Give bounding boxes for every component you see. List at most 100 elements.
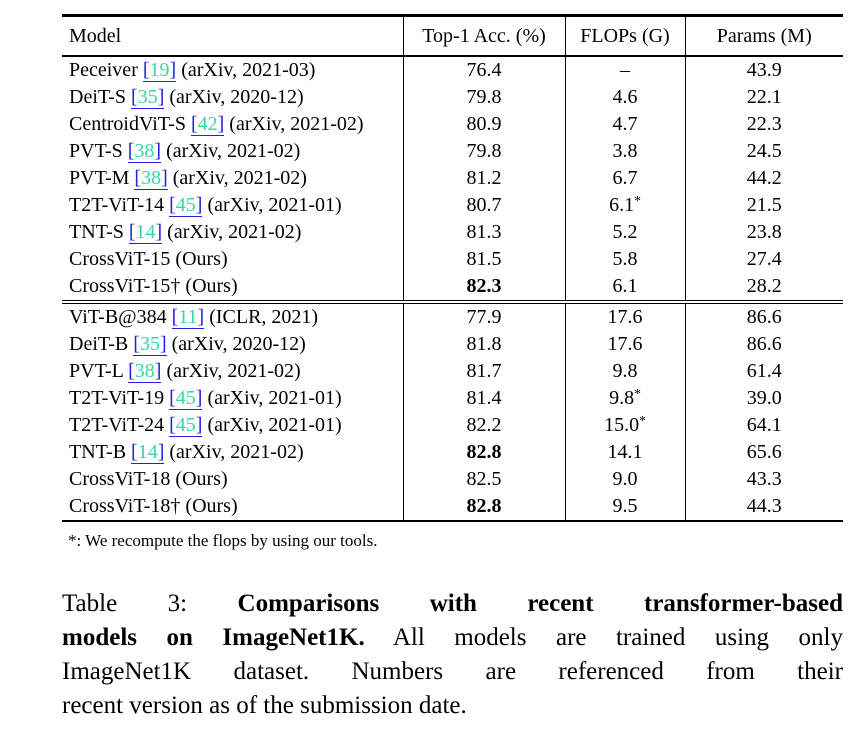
citation-link[interactable]: [45] (169, 387, 203, 410)
params-cell: 28.2 (684, 273, 843, 302)
recomputed-flops-asterisk: * (639, 413, 646, 428)
caption-bold-text: models on ImageNet1K. (62, 624, 365, 651)
citation-link[interactable]: [38] (134, 167, 168, 190)
flops-cell: 5.2 (564, 219, 685, 246)
caption-line: recent version as of the submission date… (62, 689, 843, 723)
table-row: CrossViT-15 (Ours) 81.5 5.8 27.4 (62, 246, 843, 273)
citation-open-bracket: [ (190, 113, 198, 135)
citation-open-bracket: [ (142, 59, 150, 81)
citation-link[interactable]: [14] (131, 441, 165, 464)
table-caption: Table 3: Comparisons with recent transfo… (62, 587, 843, 723)
column-header-model: Model (62, 15, 403, 57)
citation-close-bracket: ] (217, 113, 225, 135)
citation-link[interactable]: [11] (171, 306, 205, 329)
flops-cell: – (564, 56, 685, 84)
citation-close-bracket: ] (169, 59, 177, 81)
table-row: ViT-B@384 [11] (ICLR, 2021) 77.9 17.6 86.6 (62, 302, 843, 331)
params-cell: 24.5 (684, 138, 843, 165)
params-cell: 44.3 (684, 493, 843, 521)
citation-close-bracket: ] (157, 86, 165, 108)
flops-cell: 9.0 (564, 466, 685, 493)
citation-number: 11 (178, 306, 198, 328)
caption-text: All models are trained using only (364, 624, 843, 651)
caption-text: recent version as of the submission date… (62, 692, 467, 719)
citation-link[interactable]: [45] (169, 414, 203, 437)
citation-number: 38 (134, 360, 155, 382)
flops-cell: 4.6 (564, 84, 685, 111)
citation-link[interactable]: [35] (131, 86, 165, 109)
citation-number: 42 (197, 113, 218, 135)
table-row: TNT-B [14] (arXiv, 2021-02) 82.8 14.1 65.6 (62, 439, 843, 466)
citation-number: 38 (141, 167, 162, 189)
table-row: DeiT-B [35] (arXiv, 2020-12) 81.8 17.6 86.6 (62, 331, 843, 358)
caption-line: Table 3: Comparisons with recent transfo… (62, 587, 843, 621)
flops-cell: 17.6 (564, 331, 685, 358)
citation-link[interactable]: [38] (127, 140, 162, 163)
model-cell: PVT-S [38] (arXiv, 2021-02) (69, 140, 301, 163)
table-row: PVT-L [38] (arXiv, 2021-02) 81.7 9.8 61.4 (62, 358, 843, 385)
citation-link[interactable]: [42] (190, 113, 225, 136)
top1-acc-cell: 79.8 (402, 84, 565, 111)
citation-link[interactable]: [45] (169, 194, 203, 217)
citation-link[interactable]: [35] (133, 333, 167, 356)
citation-link[interactable]: [38] (128, 360, 162, 383)
citation-close-bracket: ] (159, 333, 167, 355)
citation-number: 45 (175, 387, 196, 409)
results-table: Model Top-1 Acc. (%) FLOPs (G) Params (M… (62, 14, 843, 522)
table-row: DeiT-S [35] (arXiv, 2020-12) 79.8 4.6 22.1 (62, 84, 843, 111)
citation-close-bracket: ] (195, 414, 203, 436)
caption-text: ImageNet1K dataset. Numbers are referenc… (62, 658, 843, 685)
flops-cell: 9.8 (564, 358, 685, 385)
top1-acc-cell: 82.8 (402, 439, 565, 466)
table-row: TNT-S [14] (arXiv, 2021-02) 81.3 5.2 23.8 (62, 219, 843, 246)
table-row: T2T-ViT-19 [45] (arXiv, 2021-01) 81.4 9.8*… (62, 385, 843, 412)
citation-link[interactable]: [19] (142, 59, 177, 82)
table-row: T2T-ViT-24 [45] (arXiv, 2021-01) 82.2 15.0… (62, 412, 843, 439)
model-cell: CrossViT-15† (Ours) (69, 275, 238, 297)
citation-close-bracket: ] (155, 221, 163, 243)
flops-cell: 6.7 (564, 165, 685, 192)
citation-close-bracket: ] (157, 441, 165, 463)
citation-open-bracket: [ (169, 414, 176, 436)
top1-acc-cell: 82.2 (402, 412, 565, 439)
citation-close-bracket: ] (154, 360, 162, 382)
top1-acc-cell: 82.3 (402, 273, 565, 302)
flops-cell: 6.1* (564, 192, 685, 219)
citation-link[interactable]: [14] (128, 221, 163, 244)
table-row: T2T-ViT-14 [45] (arXiv, 2021-01) 80.7 6.1*… (62, 192, 843, 219)
top1-acc-cell: 81.5 (402, 246, 565, 273)
params-cell: 65.6 (684, 439, 843, 466)
top1-acc-cell: 80.9 (402, 111, 565, 138)
top1-acc-cell: 81.7 (402, 358, 565, 385)
table-footnote: *: We recompute the flops by using our t… (68, 531, 378, 550)
params-cell: 61.4 (684, 358, 843, 385)
top1-acc-cell: 76.4 (402, 56, 565, 84)
column-header-flops: FLOPs (G) (564, 15, 685, 57)
flops-cell: 4.7 (564, 111, 685, 138)
citation-number: 19 (149, 59, 170, 81)
params-cell: 86.6 (684, 302, 843, 331)
flops-cell: 17.6 (564, 302, 685, 331)
citation-close-bracket: ] (195, 387, 203, 409)
params-cell: 64.1 (684, 412, 843, 439)
params-cell: 21.5 (684, 192, 843, 219)
params-cell: 43.3 (684, 466, 843, 493)
table-row: CentroidViT-S [42] (arXiv, 2021-02) 80.9 4… (62, 111, 843, 138)
citation-number: 14 (137, 441, 158, 463)
flops-cell: 3.8 (564, 138, 685, 165)
citation-number: 45 (175, 194, 196, 216)
citation-open-bracket: [ (133, 333, 140, 355)
caption-text: Table 3: (62, 590, 188, 617)
table-group-small-models: Peceiver [19] (arXiv, 2021-03) 76.4–43.9 D… (62, 56, 843, 302)
model-cell: DeiT-S [35] (arXiv, 2020-12) (69, 86, 304, 109)
caption-line: models on ImageNet1K. All models are tra… (62, 621, 843, 655)
citation-open-bracket: [ (169, 387, 176, 409)
flops-cell: 9.8* (564, 385, 685, 412)
top1-acc-cell: 82.5 (402, 466, 565, 493)
citation-open-bracket: [ (128, 221, 136, 243)
model-cell: ViT-B@384 [11] (ICLR, 2021) (69, 306, 319, 329)
model-cell: T2T-ViT-19 [45] (arXiv, 2021-01) (69, 387, 342, 410)
model-cell: PVT-M [38] (arXiv, 2021-02) (69, 167, 307, 190)
paper-page: Model Top-1 Acc. (%) FLOPs (G) Params (M… (62, 14, 843, 723)
top1-acc-cell: 81.4 (402, 385, 565, 412)
